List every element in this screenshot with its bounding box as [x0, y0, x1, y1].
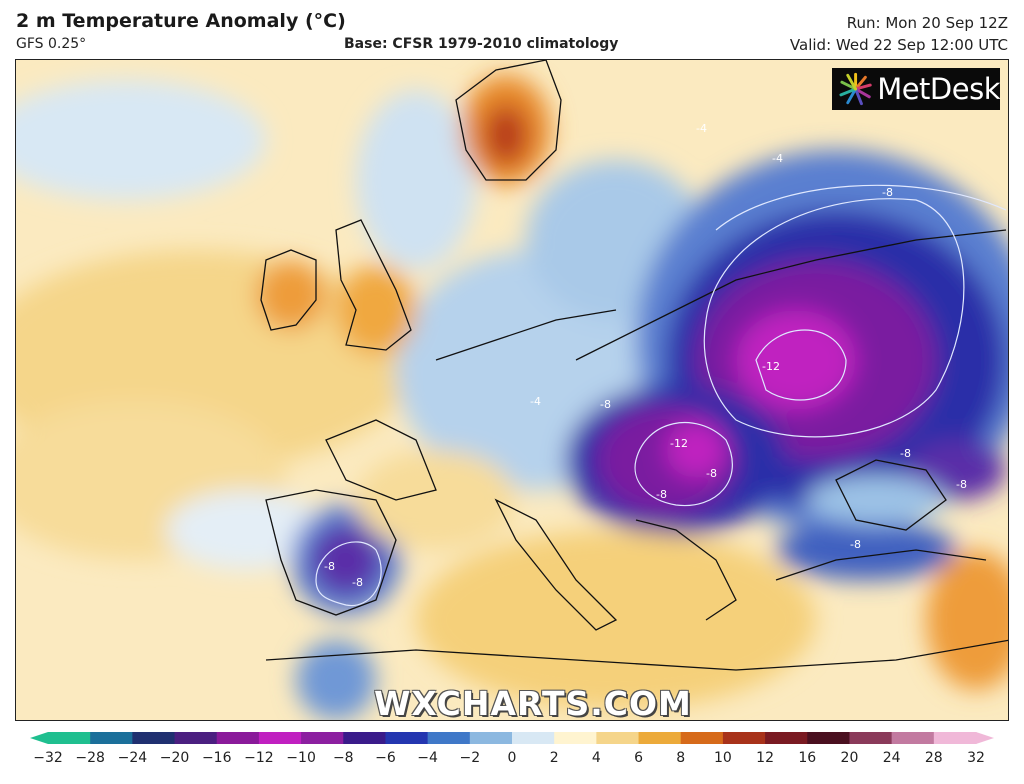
colorbar-tick-label: 12 [756, 750, 774, 766]
colorbar-tick-label: −28 [75, 750, 105, 766]
contour-label: -12 [670, 437, 688, 450]
sunburst-icon [839, 72, 872, 106]
colorbar-segment [301, 732, 344, 744]
colorbar-segment [132, 732, 176, 744]
contour-label: -8 [956, 478, 967, 491]
colorbar-segment [258, 732, 302, 744]
colorbar-tick-label: −8 [332, 750, 354, 766]
valid-label: Valid: Wed 22 Sep 12:00 UTC [789, 36, 1008, 54]
colorbar-tick-label: −16 [201, 750, 232, 766]
contour-label: -8 [882, 186, 893, 199]
colorbar-tick-label: 32 [967, 750, 985, 766]
colorbar-arrow-right [976, 732, 994, 744]
contour-label: -8 [324, 560, 335, 573]
colorbar-arrow-left [30, 732, 48, 744]
colorbar-tick-label: 28 [924, 750, 943, 766]
colorbar-segment [891, 732, 935, 744]
colorbar-tick-label: 4 [591, 750, 601, 766]
contour-label: -8 [706, 467, 717, 480]
colorbar-segment [385, 732, 429, 744]
chart-title: 2 m Temperature Anomaly (°C) [16, 10, 346, 32]
colorbar-tick-label: 24 [882, 750, 901, 766]
colorbar-segment [722, 732, 766, 744]
contour-label: -8 [352, 576, 363, 589]
contour-label: -8 [600, 398, 611, 411]
map-panel: -4 -4 -4 -8 -12 -8 -12 -8 -8 -8 -8 -8 -8… [15, 59, 1009, 721]
colorbar-segment [216, 732, 260, 744]
colorbar-tick-label: 20 [840, 750, 859, 766]
colorbar-tick-label: −4 [417, 750, 438, 766]
contour-label: -4 [530, 395, 541, 408]
run-label: Run: Mon 20 Sep 12Z [846, 14, 1008, 32]
colorbar-segment [554, 732, 597, 744]
colorbar-tick-label: −10 [286, 750, 316, 766]
colorbar-segment [596, 732, 640, 744]
colorbar-tick-label: 10 [713, 750, 732, 766]
colorbar-tick-label: 16 [798, 750, 817, 766]
base-label: Base: CFSR 1979-2010 climatology [344, 36, 619, 52]
colorbar-tick-label: −24 [117, 750, 148, 766]
colorbar-tick-label: 2 [549, 750, 559, 766]
anomaly-map [16, 60, 1008, 720]
watermark: WXCHARTS.COM [374, 684, 692, 721]
colorbar-tick-label: −6 [375, 750, 396, 766]
metdesk-logo: MetDesk [832, 68, 1000, 110]
colorbar-tick-label: 6 [634, 750, 643, 766]
colorbar-tick-label: 0 [507, 750, 517, 766]
colorbar-tick-label: −12 [244, 750, 274, 766]
colorbar-tick-label: −2 [459, 750, 481, 766]
colorbar-segment [90, 732, 133, 744]
colorbar-segment [427, 732, 471, 744]
colorbar-segment [680, 732, 724, 744]
logo-text: MetDesk [877, 72, 1000, 106]
colorbar-tick-label: −20 [159, 750, 190, 766]
contour-label: -4 [772, 152, 783, 165]
contour-label: -8 [656, 488, 667, 501]
colorbar-segment [638, 732, 682, 744]
colorbar [30, 732, 994, 744]
colorbar-segment [933, 732, 977, 744]
contour-label: -8 [900, 447, 911, 460]
colorbar-segment [48, 732, 91, 744]
coastlines [260, 60, 1008, 671]
contour-label: -12 [762, 360, 780, 373]
colorbar-ticks: −32 −28 −24 −20 −16 −12 −10 −8 −6 −4 −2 0 2 4 6 8 10 12 16… [30, 750, 994, 776]
colorbar-segment [512, 732, 555, 744]
colorbar-segment [849, 732, 893, 744]
contour-label: -4 [696, 122, 707, 135]
colorbar-segment [469, 732, 513, 744]
contours [315, 184, 1007, 607]
colorbar-segment [807, 732, 850, 744]
colorbar-segment [174, 732, 218, 744]
colorbar-tick-label: 8 [676, 750, 686, 766]
colorbar-segment [343, 732, 386, 744]
contour-label: -8 [850, 538, 861, 551]
model-label: GFS 0.25° [16, 36, 87, 52]
colorbar-tick-label: −32 [33, 750, 63, 766]
colorbar-segment [765, 732, 808, 744]
